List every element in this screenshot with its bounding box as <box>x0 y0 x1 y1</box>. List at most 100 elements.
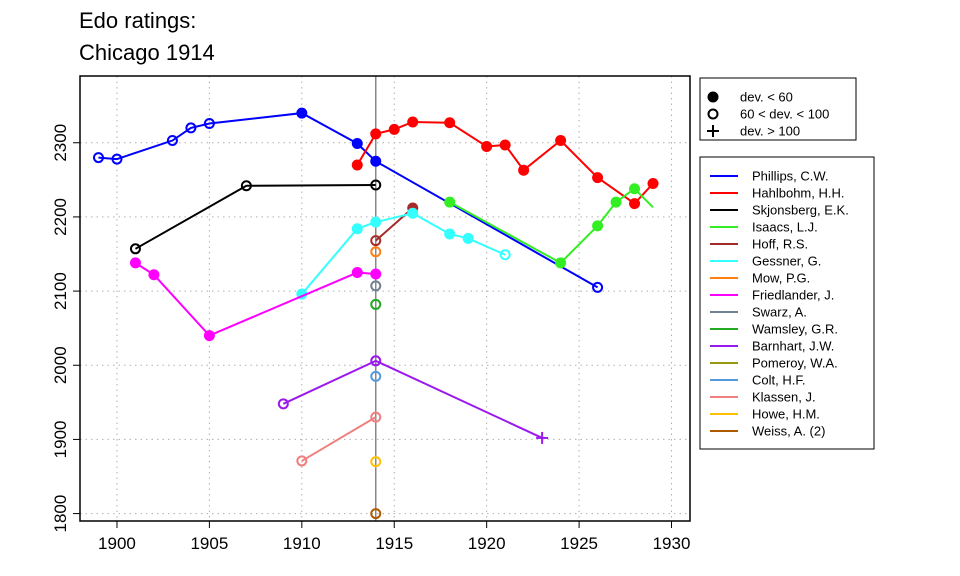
series-line <box>282 359 543 439</box>
legend-series-label: Pomeroy, W.A. <box>752 356 838 371</box>
x-tick-label: 1910 <box>283 534 321 553</box>
legend-series-label: Swarz, A. <box>752 305 807 320</box>
series-group <box>370 456 382 468</box>
series-group <box>444 183 654 269</box>
x-tick-label: 1920 <box>468 534 506 553</box>
data-point <box>92 152 104 164</box>
data-point <box>277 398 289 410</box>
data-point <box>185 122 197 134</box>
data-point <box>296 107 308 119</box>
series-group <box>296 207 511 300</box>
series-line <box>134 184 376 250</box>
series-group <box>370 246 382 258</box>
marker-legend: dev. < 60 60 < dev. < 100 dev. > 100 <box>699 77 857 141</box>
data-point <box>592 281 604 293</box>
y-tick-label: 1900 <box>51 421 70 459</box>
legend-marker-symbol <box>707 125 719 137</box>
data-point <box>370 246 382 258</box>
series-line <box>301 212 506 295</box>
data-point <box>444 196 456 208</box>
series-legend: Phillips, C.W. Hahlbohm, H.H. Skjonsberg, … <box>699 156 875 450</box>
series-line <box>134 262 376 337</box>
series-group <box>351 116 659 210</box>
data-point <box>370 235 382 247</box>
data-point <box>351 267 363 279</box>
data-point <box>203 117 215 129</box>
data-point <box>351 137 363 149</box>
x-axis: 1900 1905 1910 1915 1920 1925 1930 <box>98 521 690 553</box>
legend-series-label: Hahlbohm, H.H. <box>752 186 844 201</box>
data-point <box>555 257 567 269</box>
y-tick-label: 2300 <box>51 124 70 162</box>
data-point <box>370 179 382 191</box>
legend-series-label: Hoff, R.S. <box>752 237 808 252</box>
data-point <box>462 232 474 244</box>
data-point <box>388 123 400 135</box>
legend-marker-symbol <box>707 91 719 103</box>
series-legend-box <box>699 156 875 450</box>
data-point <box>129 243 141 255</box>
data-point <box>444 228 456 240</box>
data-point <box>148 269 160 281</box>
x-tick-label: 1930 <box>653 534 691 553</box>
data-point <box>518 164 530 176</box>
y-tick-label: 1800 <box>51 495 70 533</box>
data-point <box>481 140 493 152</box>
series-group <box>277 355 549 444</box>
legend-series-label: Howe, H.M. <box>752 407 820 422</box>
data-point <box>536 431 549 444</box>
data-point <box>444 117 456 129</box>
data-point <box>407 116 419 128</box>
grid-lines <box>80 76 690 521</box>
data-point <box>370 370 382 382</box>
data-point <box>499 139 511 151</box>
legend-series-label: Klassen, J. <box>752 390 816 405</box>
data-point <box>555 135 567 147</box>
series-group <box>370 280 382 292</box>
y-tick-label: 2000 <box>51 346 70 384</box>
data-point <box>370 268 382 280</box>
data-point <box>240 180 252 192</box>
legend-marker-label: dev. < 60 <box>740 90 793 105</box>
series-group <box>370 370 382 382</box>
series-group <box>370 298 382 310</box>
series-group <box>296 411 382 467</box>
x-tick-label: 1900 <box>98 534 136 553</box>
legend-marker-label: dev. > 100 <box>740 124 800 139</box>
data-point <box>629 183 641 195</box>
legend-series-label: Wamsley, G.R. <box>752 322 838 337</box>
series-line <box>356 120 654 205</box>
series-line <box>301 416 377 462</box>
data-point <box>610 196 622 208</box>
series-line <box>375 207 414 242</box>
data-point <box>166 135 178 147</box>
data-point <box>370 456 382 468</box>
legend-series-label: Phillips, C.W. <box>752 169 829 184</box>
legend-series-label: Skjonsberg, E.K. <box>752 203 849 218</box>
data-point <box>203 330 215 342</box>
y-axis: 1800 1900 2000 2100 2200 2300 <box>51 124 80 533</box>
y-tick-label: 2200 <box>51 198 70 236</box>
data-point <box>370 280 382 292</box>
series-layer <box>92 107 659 520</box>
data-point <box>592 172 604 184</box>
series-group <box>129 179 382 255</box>
data-point <box>370 411 382 423</box>
legend-series-label: Gessner, G. <box>752 254 821 269</box>
data-point <box>129 257 141 269</box>
data-point <box>407 207 419 219</box>
series-group <box>129 257 382 342</box>
data-point <box>296 455 308 467</box>
data-point <box>370 155 382 167</box>
plot-frame <box>79 75 691 522</box>
legend-series-label: Colt, H.F. <box>752 373 805 388</box>
legend-series-label: Weiss, A. (2) <box>752 424 825 439</box>
chart-title-line-1: Edo ratings: <box>79 8 197 33</box>
data-point <box>370 355 382 367</box>
data-point <box>370 216 382 228</box>
legend-series-label: Barnhart, J.W. <box>752 339 834 354</box>
x-tick-label: 1915 <box>375 534 413 553</box>
data-point <box>370 508 382 520</box>
data-point <box>592 220 604 232</box>
